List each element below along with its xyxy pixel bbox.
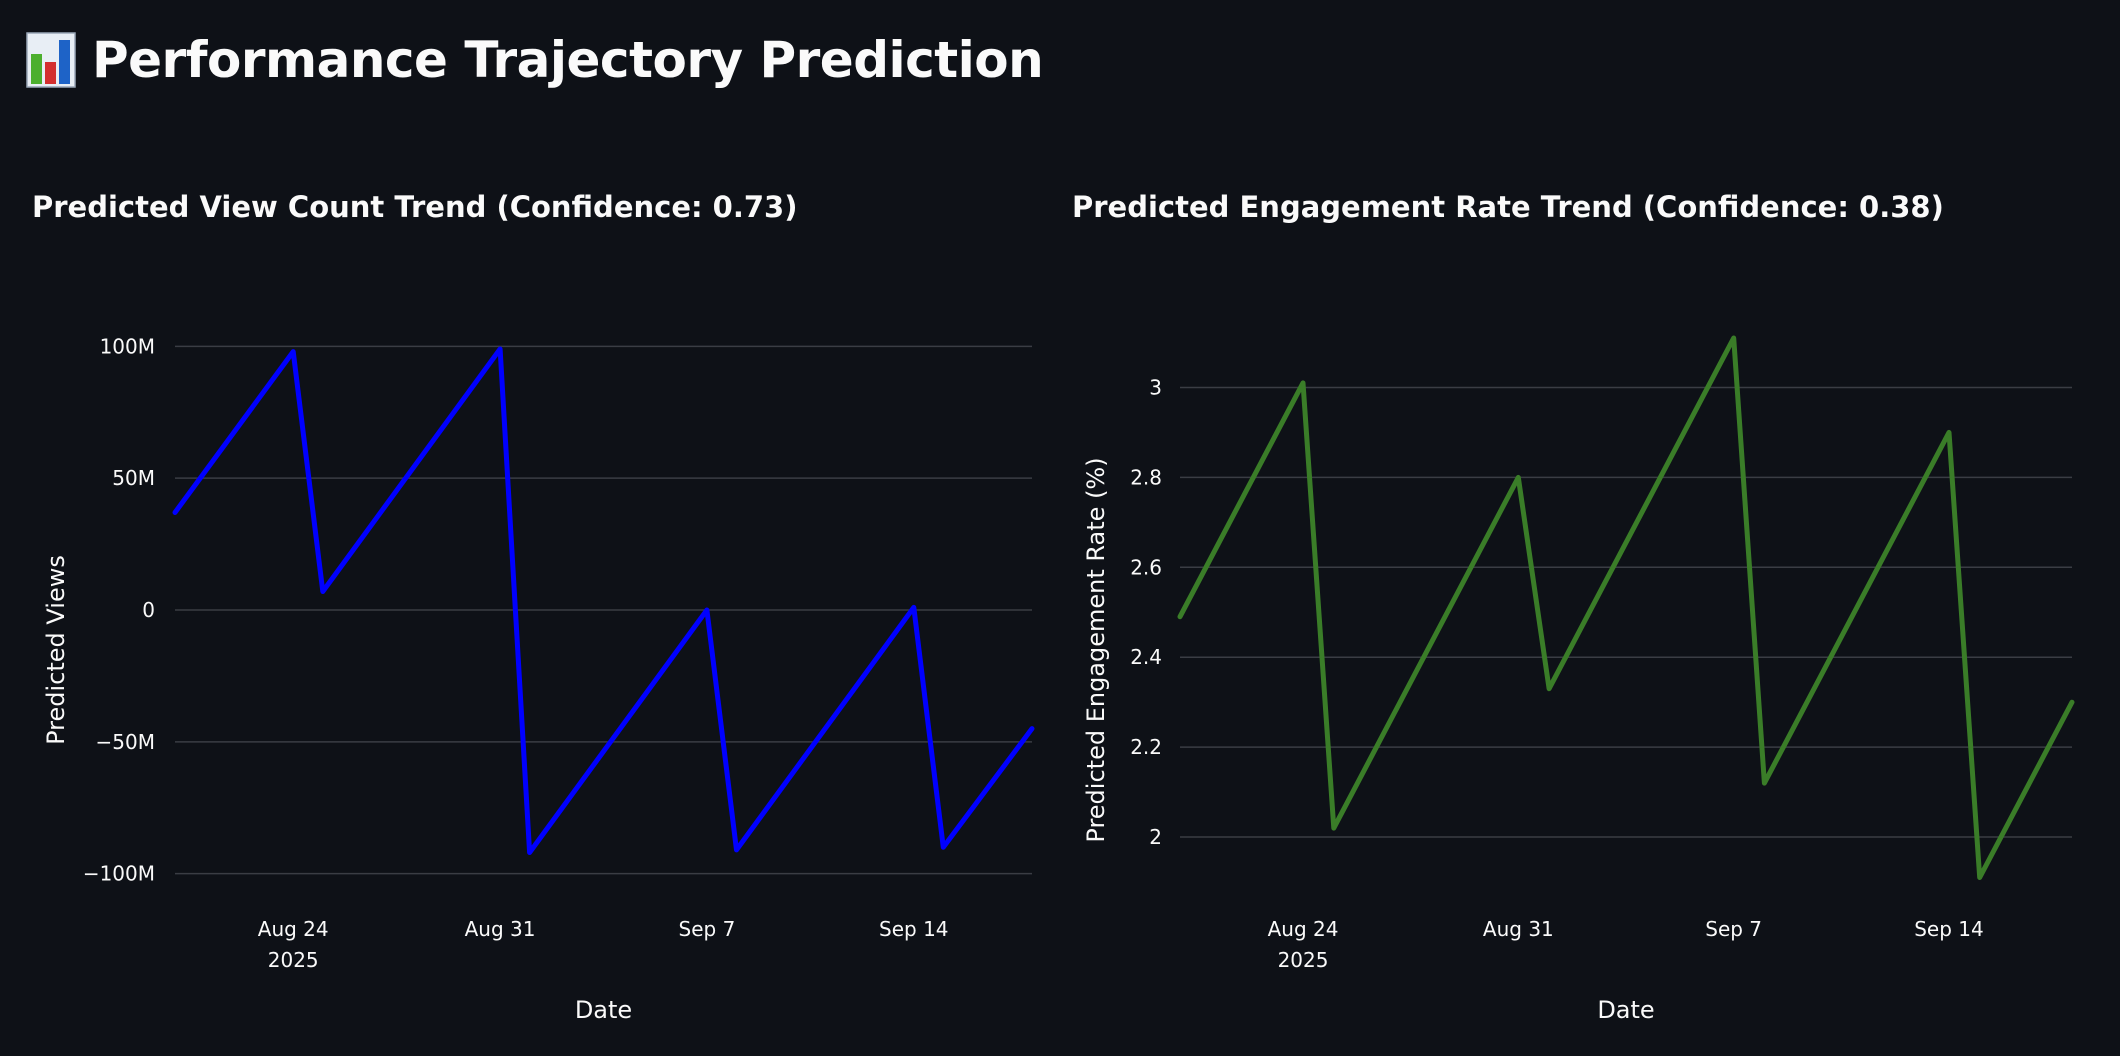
views-x-tick-label: Aug 31 [465, 917, 536, 941]
page-title: Performance Trajectory Prediction [92, 31, 1044, 89]
engagement-y-tick-label: 2.2 [1130, 735, 1162, 759]
engagement-series-line [1177, 335, 2075, 880]
views-chart-title: Predicted View Count Trend (Confidence: … [32, 190, 798, 224]
views-y-axis-title: Predicted Views [42, 555, 70, 745]
views-x-tick-label: Sep 7 [679, 917, 736, 941]
views-x-tick-label: Aug 24 [258, 917, 329, 941]
engagement-y-tick-label: 2.4 [1130, 645, 1162, 669]
engagement-chart: 3 2.8 2.6 2.4 2.2 2 Aug 24 2025 Aug 31 Sep 7 Sep 1… [1082, 335, 2075, 1024]
engagement-chart-title: Predicted Engagement Rate Trend (Confide… [1072, 190, 1944, 224]
engagement-x-axis-title: Date [1597, 996, 1654, 1024]
views-x-tick-label: Sep 14 [879, 917, 949, 941]
engagement-chart-panel: Predicted Engagement Rate Trend (Confide… [1072, 190, 2102, 1024]
engagement-x-tick-label: Aug 31 [1483, 917, 1554, 941]
views-y-tick-label: 100M [100, 334, 155, 358]
engagement-y-tick-label: 2.6 [1130, 555, 1162, 579]
views-series-line [172, 346, 1035, 855]
views-x-tick-sublabel: 2025 [268, 948, 319, 972]
bar-chart-icon [26, 32, 76, 88]
views-y-tick-label: −50M [96, 730, 155, 754]
engagement-x-tick-label: Sep 7 [1705, 917, 1762, 941]
views-chart: 100M 50M 0 −50M −100M Aug 24 2025 Aug 31 Sep 7 Se… [42, 334, 1035, 1024]
engagement-y-tick-label: 2 [1149, 825, 1162, 849]
engagement-y-tick-label: 3 [1149, 375, 1162, 399]
engagement-x-tick-sublabel: 2025 [1278, 948, 1329, 972]
page-header: Performance Trajectory Prediction [26, 24, 1044, 96]
views-y-tick-label: 50M [112, 466, 155, 490]
engagement-x-tick-label: Sep 14 [1914, 917, 1984, 941]
engagement-x-tick-label: Aug 24 [1268, 917, 1339, 941]
engagement-y-tick-label: 2.8 [1130, 465, 1162, 489]
engagement-y-axis-title: Predicted Engagement Rate (%) [1082, 457, 1110, 842]
views-chart-panel: Predicted View Count Trend (Confidence: … [32, 190, 1062, 1024]
views-y-tick-label: −100M [83, 862, 155, 886]
views-x-axis-title: Date [575, 996, 632, 1024]
views-y-tick-label: 0 [142, 598, 155, 622]
